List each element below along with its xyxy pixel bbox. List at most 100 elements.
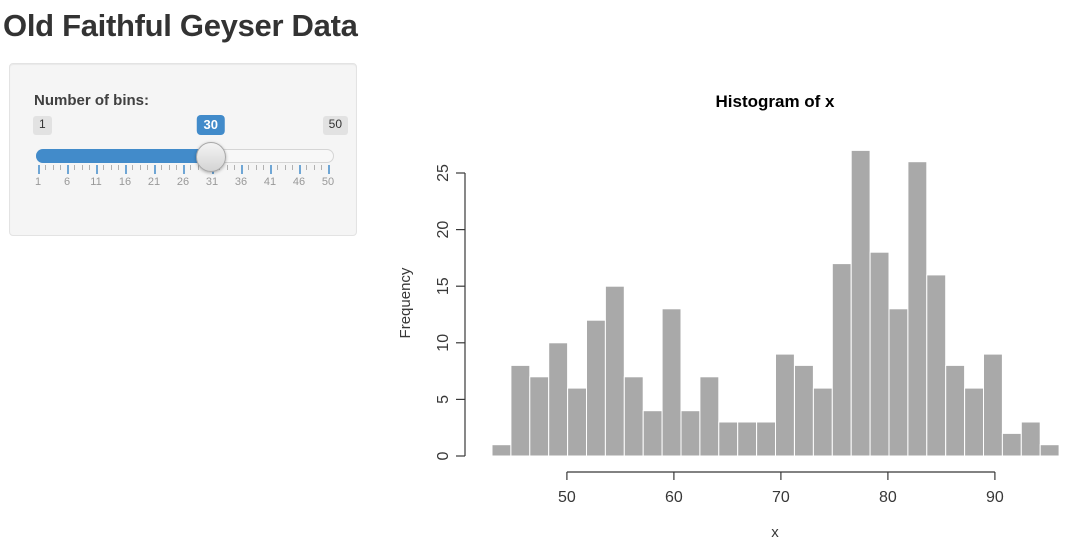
histogram-bar (812, 387, 833, 457)
slider-grid-tick (262, 165, 264, 170)
page-title: Old Faithful Geyser Data (3, 8, 358, 43)
slider-grid-tick (103, 165, 105, 170)
slider-grid-tick (74, 165, 76, 170)
slider-max-label: 50 (322, 116, 348, 135)
histogram-svg: 0 5 10 15 20 25 Frequency 50 60 70 80 90 x Histogram … (397, 92, 1060, 541)
histogram-bar (964, 387, 984, 457)
slider-grid-label: 6 (63, 176, 71, 188)
x-tick-label: 60 (665, 489, 683, 506)
y-tick-label: 20 (435, 221, 452, 239)
slider-grid-tick (38, 165, 40, 174)
slider-grid-labels: 1 6 11 16 21 26 31 36 41 46 50 (34, 176, 334, 190)
slider-grid-tick (67, 165, 69, 174)
slider-value-badge: 30 (196, 115, 226, 135)
slider-grid-tick (81, 165, 83, 170)
histogram-bar (737, 421, 758, 457)
slider-grid-tick (284, 165, 286, 170)
bins-slider[interactable]: 1 50 30 1 6 11 16 21 26 31 36 41 46 50 (33, 114, 348, 192)
slider-grid-tick (183, 165, 185, 174)
slider-grid-tick (168, 165, 170, 170)
slider-grid-tick (248, 165, 250, 170)
x-tick-label: 90 (986, 489, 1004, 506)
histogram-bar (1020, 421, 1041, 457)
slider-grid-tick (328, 165, 330, 174)
slider-grid-tick (59, 165, 61, 170)
x-axis-title: x (771, 524, 779, 541)
slider-grid-tick (241, 165, 243, 174)
y-tick-label: 5 (435, 395, 452, 404)
histogram-bar (604, 285, 625, 457)
histogram-bar (983, 353, 1003, 457)
slider-grid-tick (226, 165, 228, 170)
slider-grid-tick (175, 165, 177, 170)
slider-min-label: 1 (33, 116, 52, 135)
slider-grid-tick (313, 165, 315, 170)
slider-grid-tick (45, 165, 47, 170)
x-tick-label: 70 (772, 489, 790, 506)
chart-title: Histogram of x (715, 92, 835, 111)
slider-track[interactable] (36, 149, 334, 163)
histogram-bar (1039, 444, 1060, 457)
histogram-bar (869, 251, 890, 457)
slider-grid-label: 41 (263, 176, 277, 188)
histogram-bar (548, 342, 569, 457)
slider-grid-tick (233, 165, 235, 170)
bins-slider-label: Number of bins: (34, 92, 149, 109)
histogram-bar (1001, 432, 1022, 457)
slider-grid-tick (190, 165, 192, 170)
histogram-bar (775, 353, 795, 457)
slider-grid-tick (139, 165, 141, 170)
histogram-bar (794, 364, 814, 457)
slider-grid-tick (96, 165, 98, 174)
slider-grid-tick (117, 165, 119, 170)
histogram-bar (756, 421, 777, 457)
slider-grid-tick (291, 165, 293, 170)
slider-grid-tick (320, 165, 322, 170)
slider-grid-label: 50 (321, 176, 335, 188)
histogram-bar (529, 376, 550, 457)
slider-grid-label: 11 (90, 176, 102, 188)
histogram-bar (718, 421, 739, 457)
histogram-bar (680, 410, 701, 457)
histogram-bar (586, 319, 606, 457)
sidebar-panel: Number of bins: 1 50 30 1 6 11 16 21 26 31 36 41… (9, 63, 357, 236)
histogram-bar (491, 444, 512, 457)
y-tick-label: 0 (435, 451, 452, 460)
slider-grid-tick (255, 165, 257, 170)
slider-grid-tick (299, 165, 301, 174)
y-tick-label: 10 (435, 334, 452, 352)
histogram-bar (567, 387, 588, 457)
y-axis-title: Frequency (397, 267, 414, 338)
slider-grid-label: 26 (176, 176, 190, 188)
histogram-bar (831, 263, 852, 457)
slider-grid-tick (161, 165, 163, 170)
histogram-bar (926, 274, 947, 457)
slider-grid-tick (306, 165, 308, 170)
slider-grid-tick (197, 165, 199, 170)
histogram-bar (699, 376, 720, 457)
histogram-bar (623, 376, 644, 457)
y-tick-label: 15 (435, 277, 452, 295)
slider-grid-tick (52, 165, 54, 170)
slider-grid-tick (146, 165, 148, 170)
slider-grid-label: 46 (292, 176, 306, 188)
slider-grid-tick (277, 165, 279, 170)
slider-grid-label: 31 (205, 176, 219, 188)
slider-grid-label: 36 (234, 176, 248, 188)
slider-grid-label: 16 (118, 176, 132, 188)
x-tick-label: 50 (558, 489, 576, 506)
histogram-bar (661, 308, 682, 457)
x-tick-label: 80 (879, 489, 897, 506)
histogram-bar (945, 364, 966, 457)
slider-handle[interactable] (195, 142, 226, 172)
histogram-bar (642, 410, 663, 457)
slider-grid-label: 1 (34, 176, 42, 188)
slider-grid-tick (132, 165, 134, 170)
slider-grid-label: 21 (147, 176, 161, 188)
slider-grid (38, 165, 330, 175)
slider-grid-tick (270, 165, 272, 174)
slider-grid-tick (110, 165, 112, 170)
slider-grid-tick (125, 165, 127, 174)
slider-fill (36, 149, 212, 163)
